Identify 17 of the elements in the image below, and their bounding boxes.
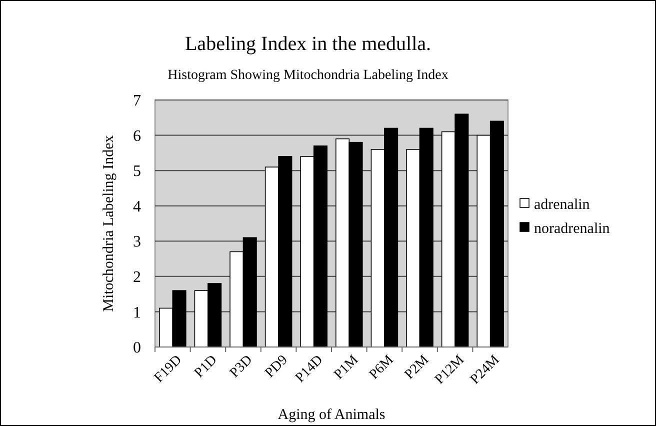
y-tick-label: 0 <box>133 340 141 357</box>
y-tick-label: 1 <box>133 304 141 322</box>
legend-label: adrenalin <box>534 196 590 213</box>
x-tick-label: PD9 <box>262 352 291 381</box>
y-tick-label: 6 <box>133 128 141 145</box>
chart-subtitle: Histogram Showing Mitochondria Labeling Index <box>168 68 448 83</box>
y-tick-label: 3 <box>133 234 141 251</box>
legend-label: noradrenalin <box>534 220 610 237</box>
chart-title: Labeling Index in the medulla. <box>184 33 432 55</box>
y-tick-label: 2 <box>133 269 141 286</box>
y-axis-title: Mitochondria Labeling Index <box>101 134 117 312</box>
y-tick-label: 4 <box>133 198 141 216</box>
x-tick-label: P3D <box>227 352 256 381</box>
x-tick-label: P1D <box>192 352 220 381</box>
y-tick-label: 7 <box>133 92 141 110</box>
x-axis-title: Aging of Animals <box>278 407 386 423</box>
y-tick-label: 5 <box>133 163 141 180</box>
